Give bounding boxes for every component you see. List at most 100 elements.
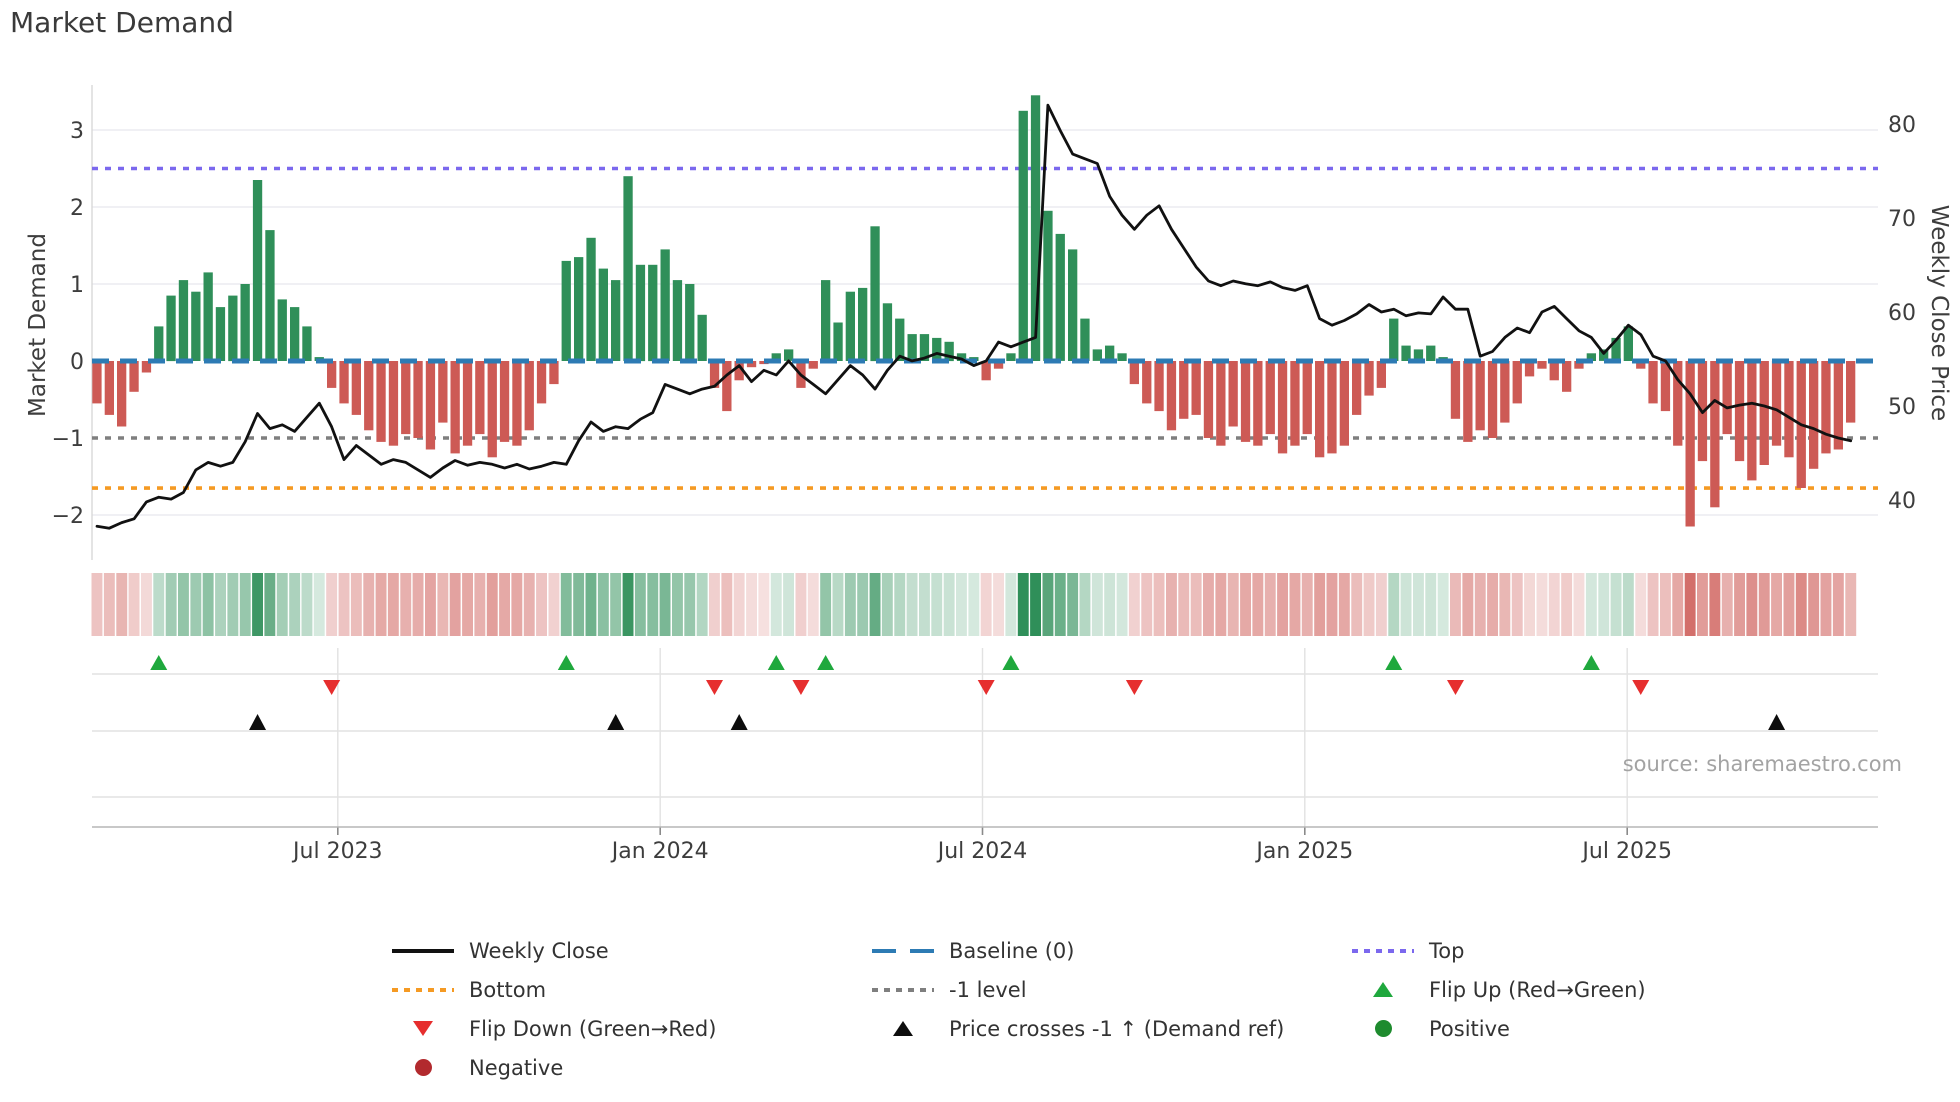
legend-item-flip-down: Flip Down (Green→Red) — [392, 1017, 872, 1041]
demand-bar — [1105, 345, 1115, 361]
heatmap-cell — [573, 573, 585, 636]
flip-up-marker — [1385, 655, 1403, 670]
flip-up-marker — [557, 655, 575, 670]
demand-bar — [141, 361, 152, 373]
heatmap-cell — [239, 573, 251, 636]
heatmap-cell — [906, 573, 918, 636]
heatmap-cell — [141, 573, 152, 636]
legend-label: Baseline (0) — [949, 938, 1075, 963]
demand-bar — [388, 361, 399, 446]
left-tick-label: 1 — [70, 273, 84, 298]
demand-bar — [413, 361, 423, 438]
legend-item-baseline: Baseline (0) — [872, 939, 1352, 963]
heatmap-cell — [1005, 573, 1017, 636]
demand-bar — [1389, 318, 1399, 361]
demand-bar — [117, 361, 127, 427]
demand-bar — [1043, 210, 1053, 361]
heatmap-cell — [1660, 573, 1671, 636]
demand-bar — [277, 299, 287, 361]
right-tick-label: 60 — [1888, 301, 1916, 326]
demand-bar — [833, 322, 843, 361]
heatmap-cell — [1252, 573, 1264, 636]
heatmap-cell — [1141, 573, 1153, 636]
demand-bar — [327, 361, 337, 388]
heatmap-cell — [647, 573, 659, 636]
demand-bar — [784, 349, 794, 361]
heatmap-cell — [1573, 573, 1585, 636]
demand-bar — [648, 264, 658, 362]
demand-bar — [1685, 361, 1695, 527]
heatmap-cell — [597, 573, 609, 636]
demand-bar — [1401, 345, 1411, 361]
heatmap-cell — [474, 573, 486, 636]
source-note: source: sharemaestro.com — [1622, 752, 1902, 776]
demand-bar — [351, 361, 361, 415]
heatmap-cell — [264, 573, 276, 636]
legend-label: Top — [1429, 938, 1465, 963]
demand-bar — [734, 361, 744, 381]
heatmap-cell — [560, 573, 572, 636]
legend-label: Price crosses -1 ↑ (Demand ref) — [949, 1016, 1285, 1041]
demand-bar — [1228, 361, 1238, 427]
demand-bar — [1166, 361, 1177, 431]
heatmap-cell — [1585, 573, 1597, 636]
demand-bar — [759, 361, 769, 365]
heatmap-cell — [1709, 573, 1721, 636]
left-tick-label: −2 — [52, 504, 84, 529]
flip-down-marker — [1125, 680, 1143, 695]
demand-bar — [1068, 249, 1078, 361]
heatmap-cell — [301, 573, 313, 636]
demand-bar — [746, 361, 757, 368]
heatmap-cell — [622, 573, 634, 636]
heatmap-cell — [894, 573, 906, 636]
heatmap-cell — [91, 573, 103, 636]
demand-bar — [1463, 361, 1473, 442]
heatmap-cell — [1845, 573, 1857, 636]
heatmap-cell — [1450, 573, 1461, 636]
demand-bar — [104, 361, 114, 415]
demand-bar — [1475, 361, 1485, 431]
legend-label: Flip Down (Green→Red) — [469, 1016, 717, 1041]
heatmap-cell — [449, 573, 461, 636]
demand-bar — [1302, 361, 1312, 435]
legend-label: -1 level — [949, 977, 1027, 1002]
flip-up-marker — [1582, 655, 1600, 670]
heatmap-cell — [807, 573, 819, 636]
demand-bar — [907, 334, 917, 361]
legend-label: Weekly Close — [469, 938, 609, 963]
demand-bar — [1277, 361, 1288, 454]
demand-bar — [845, 291, 855, 361]
heatmap-cell — [1079, 573, 1091, 636]
heatmap-cell — [1104, 573, 1116, 636]
demand-bar — [1574, 361, 1584, 369]
demand-bar — [1352, 361, 1362, 415]
demand-bar — [166, 295, 176, 362]
heatmap-cell — [1832, 573, 1844, 636]
x-tick-label: Jan 2024 — [610, 839, 709, 864]
demand-bar — [1129, 361, 1139, 385]
heatmap-cell — [1017, 573, 1029, 636]
heatmap-cell — [511, 573, 523, 636]
heatmap-cell — [1413, 573, 1424, 636]
chart-legend: Weekly Close Baseline (0) Top Bottom -1 leve… — [392, 931, 1832, 1087]
demand-bar — [1648, 361, 1658, 404]
demand-bar — [635, 264, 646, 362]
legend-label: Bottom — [469, 977, 547, 1002]
heatmap-cell — [634, 573, 646, 636]
heatmap-cell — [943, 573, 955, 636]
demand-bar — [512, 361, 522, 446]
heatmap-cell — [178, 573, 189, 636]
heatmap-cell — [919, 573, 930, 636]
heatmap-cell — [1622, 573, 1634, 636]
heatmap-cell — [1647, 573, 1659, 636]
demand-bar — [1500, 361, 1510, 423]
heatmap-cell — [610, 573, 622, 636]
demand-bar — [1586, 353, 1596, 361]
heatmap-cell — [746, 573, 757, 636]
heatmap-cell — [993, 573, 1004, 636]
price-cross-marker — [249, 714, 267, 730]
demand-bar — [1487, 361, 1498, 438]
heatmap-cell — [276, 573, 288, 636]
heatmap-cell — [1524, 573, 1535, 636]
heatmap-cell — [462, 573, 473, 636]
